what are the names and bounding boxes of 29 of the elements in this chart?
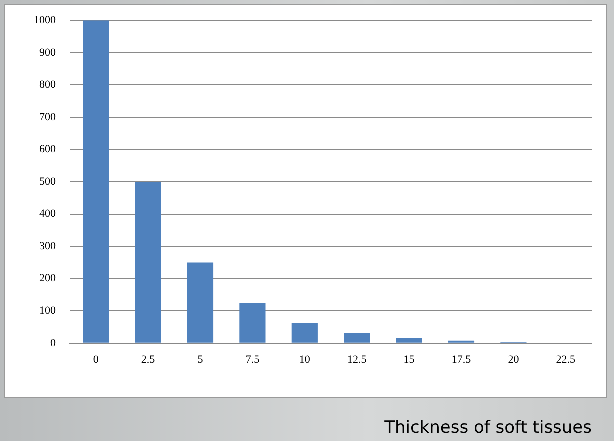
y-tick-label: 1000	[34, 14, 56, 26]
bar	[292, 323, 318, 343]
x-axis-title: Thickness of soft tissues	[384, 418, 592, 438]
y-tick-label: 900	[40, 46, 56, 59]
x-tick-label: 12.5	[347, 354, 368, 366]
x-tick-label: 15	[404, 354, 416, 366]
bar	[396, 338, 422, 343]
y-tick-label: 200	[40, 272, 56, 285]
y-tick-label: 300	[40, 240, 56, 252]
y-tick-label: 400	[40, 208, 56, 220]
y-tick-label: 0	[50, 337, 56, 350]
x-tick-label: 10	[299, 354, 311, 366]
x-tick-label: 0	[93, 354, 100, 366]
y-tick-label: 700	[40, 111, 56, 124]
x-tick-label: 2.5	[141, 354, 156, 366]
y-tick-label: 600	[40, 144, 56, 156]
bar	[83, 20, 110, 343]
bar	[240, 303, 266, 343]
x-tick-label: 20	[508, 354, 520, 366]
bar	[135, 182, 162, 343]
x-tick-label: 22.5	[556, 354, 576, 366]
bar	[187, 262, 214, 343]
y-tick-label: 100	[40, 305, 56, 318]
bar	[344, 333, 370, 343]
x-tick-label: 7.5	[246, 354, 260, 366]
y-tick-label: 500	[40, 176, 56, 188]
x-tick-label: 17.5	[452, 354, 472, 366]
y-tick-label: 800	[40, 79, 56, 92]
x-tick-label: 5	[198, 354, 204, 366]
